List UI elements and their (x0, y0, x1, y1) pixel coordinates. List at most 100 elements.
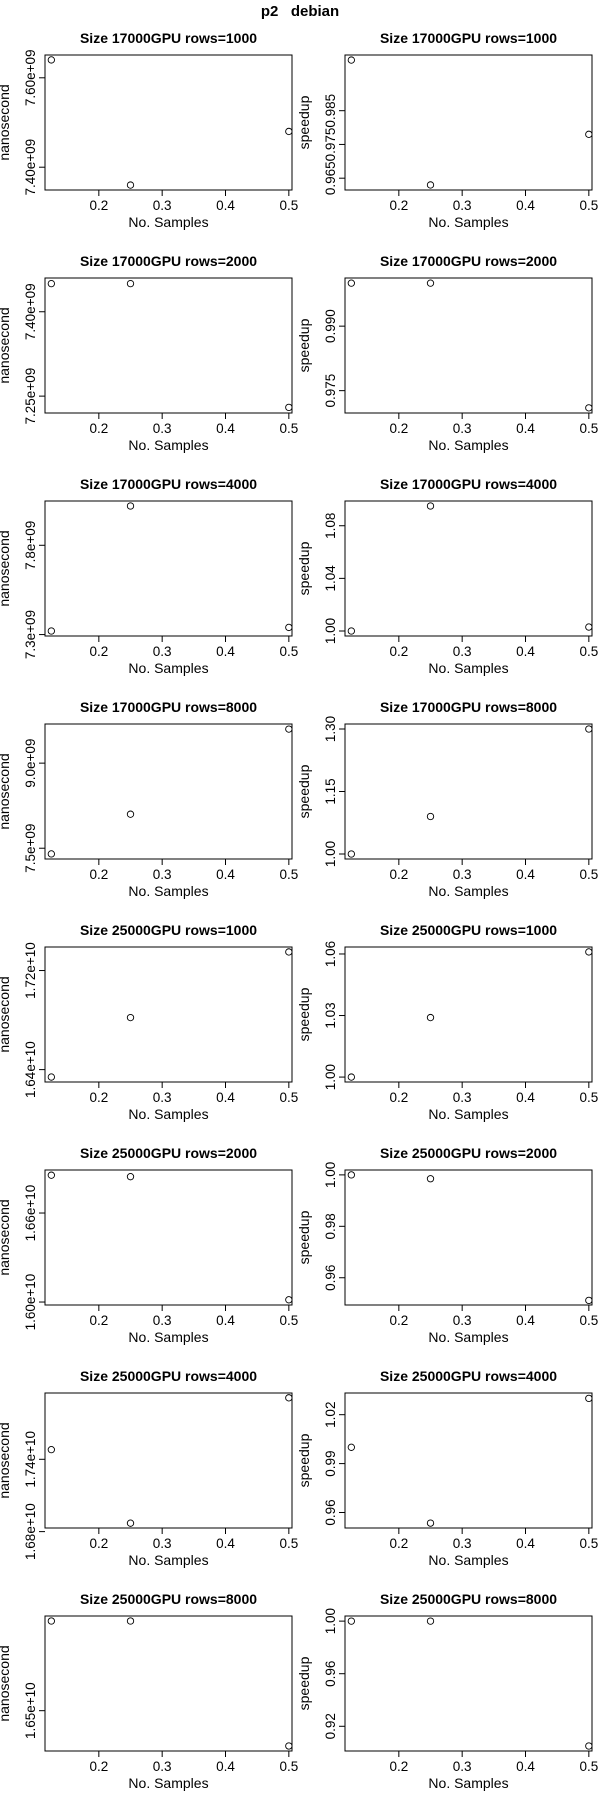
x-tick-label: 0.3 (453, 644, 472, 659)
x-tick-label: 0.5 (279, 1759, 298, 1774)
x-tick-label: 0.3 (453, 1759, 472, 1774)
y-tick-label: 1.68e+10 (23, 1503, 38, 1560)
x-tick-label: 0.5 (279, 867, 298, 882)
plot-frame (44, 1392, 293, 1529)
plot-frame (344, 1392, 593, 1529)
plot-frame (344, 946, 593, 1083)
x-axis-label: No. Samples (428, 214, 508, 230)
chart-panel: Size 25000GPU rows=1000 0.2 0.3 0.4 0.5 1.64e… (0, 922, 298, 1122)
x-tick-label: 0.5 (279, 1313, 298, 1328)
x-tick-label: 0.3 (153, 867, 172, 882)
y-tick-label: 0.99 (323, 1450, 338, 1476)
y-tick-label: 0.92 (323, 1713, 338, 1739)
x-tick-label: 0.2 (89, 867, 108, 882)
data-point (347, 1073, 355, 1081)
y-tick-label: 1.64e+10 (23, 1041, 38, 1098)
y-tick-label: 1.66e+10 (23, 1185, 38, 1242)
y-tick-label: 7.40e+09 (23, 283, 38, 340)
x-tick-label: 0.5 (279, 644, 298, 659)
x-tick-label: 0.5 (279, 421, 298, 436)
plot-frame (344, 277, 593, 414)
x-tick-label: 0.5 (579, 1536, 598, 1551)
data-point (347, 1171, 355, 1179)
x-axis-label: No. Samples (128, 1775, 208, 1791)
data-point (347, 850, 355, 858)
x-tick-label: 0.3 (453, 1313, 472, 1328)
y-axis-label: nanosecond (0, 1645, 12, 1721)
data-point (285, 725, 293, 733)
y-axis-label: nanosecond (0, 1199, 12, 1275)
x-tick-label: 0.3 (153, 198, 172, 213)
x-tick-label: 0.5 (279, 1090, 298, 1105)
data-point (347, 627, 355, 635)
x-axis-label: No. Samples (428, 1552, 508, 1568)
y-tick-label: 1.08 (323, 513, 338, 539)
y-tick-label: 1.00 (323, 618, 338, 644)
y-axis-label: nanosecond (0, 84, 12, 160)
chart-title: Size 25000GPU rows=8000 (380, 1591, 557, 1607)
data-point (426, 1175, 435, 1183)
x-axis-label: No. Samples (428, 883, 508, 899)
x-tick-label: 0.4 (216, 1536, 235, 1551)
y-axis-label: nanosecond (0, 1422, 12, 1498)
x-tick-label: 0.2 (389, 867, 408, 882)
data-point (47, 56, 55, 64)
y-tick-label: 1.72e+10 (23, 942, 38, 999)
chart-panel: Size 17000GPU rows=4000 0.2 0.3 0.4 0.5 1.00 1… (296, 476, 598, 676)
x-tick-label: 0.3 (153, 1759, 172, 1774)
y-axis-label: speedup (296, 1656, 312, 1710)
data-point (426, 1617, 435, 1625)
data-point (585, 623, 593, 631)
y-tick-label: 0.975 (323, 128, 338, 162)
data-point (585, 1394, 593, 1403)
x-tick-label: 0.2 (389, 1090, 408, 1105)
x-axis-label: No. Samples (428, 1329, 508, 1345)
x-tick-label: 0.4 (516, 867, 535, 882)
data-point (47, 1446, 55, 1454)
chart-panel: Size 17000GPU rows=2000 0.2 0.3 0.4 0.5 0.975… (296, 253, 598, 453)
y-axis-label: speedup (296, 318, 312, 372)
y-tick-label: 0.975 (323, 374, 338, 408)
data-point (347, 1443, 355, 1451)
y-tick-label: 1.02 (323, 1402, 338, 1428)
data-point (47, 1617, 55, 1625)
x-tick-label: 0.4 (216, 1090, 235, 1105)
data-point (585, 130, 593, 138)
y-axis-label: nanosecond (0, 753, 12, 829)
y-tick-label: 1.30 (323, 716, 338, 742)
x-tick-label: 0.5 (579, 198, 598, 213)
y-tick-label: 7.5e+09 (23, 824, 38, 873)
x-tick-label: 0.5 (579, 644, 598, 659)
data-point (285, 403, 293, 412)
y-axis-label: nanosecond (0, 307, 12, 383)
x-axis-label: No. Samples (128, 214, 208, 230)
data-point (285, 127, 293, 136)
data-point (285, 1742, 293, 1750)
data-point (285, 948, 293, 956)
y-axis-label: speedup (296, 541, 312, 595)
plot-frame (44, 277, 293, 414)
data-point (585, 1296, 593, 1305)
data-point (47, 279, 55, 288)
y-tick-label: 1.00 (323, 841, 338, 867)
data-point (126, 502, 135, 510)
chart-title: Size 25000GPU rows=2000 (380, 1145, 557, 1161)
figure-title: p2 debian (261, 3, 339, 20)
plot-frame (44, 723, 293, 860)
data-point (126, 181, 135, 189)
x-tick-label: 0.5 (579, 1313, 598, 1328)
x-tick-label: 0.4 (516, 644, 535, 659)
chart-panel: Size 25000GPU rows=4000 0.2 0.3 0.4 0.5 0.96 0… (296, 1368, 598, 1568)
y-axis-label: nanosecond (0, 530, 12, 606)
chart-title: Size 17000GPU rows=4000 (80, 476, 257, 492)
chart-title: Size 17000GPU rows=1000 (80, 30, 257, 46)
x-tick-label: 0.3 (453, 1090, 472, 1105)
chart-panel: Size 17000GPU rows=8000 0.2 0.3 0.4 0.5 1.00 1… (296, 699, 598, 899)
plot-frame (344, 723, 593, 860)
chart-title: Size 17000GPU rows=2000 (80, 253, 257, 269)
y-tick-label: 0.985 (323, 94, 338, 128)
y-tick-label: 1.60e+10 (23, 1274, 38, 1331)
x-tick-label: 0.2 (89, 644, 108, 659)
data-point (285, 623, 293, 632)
